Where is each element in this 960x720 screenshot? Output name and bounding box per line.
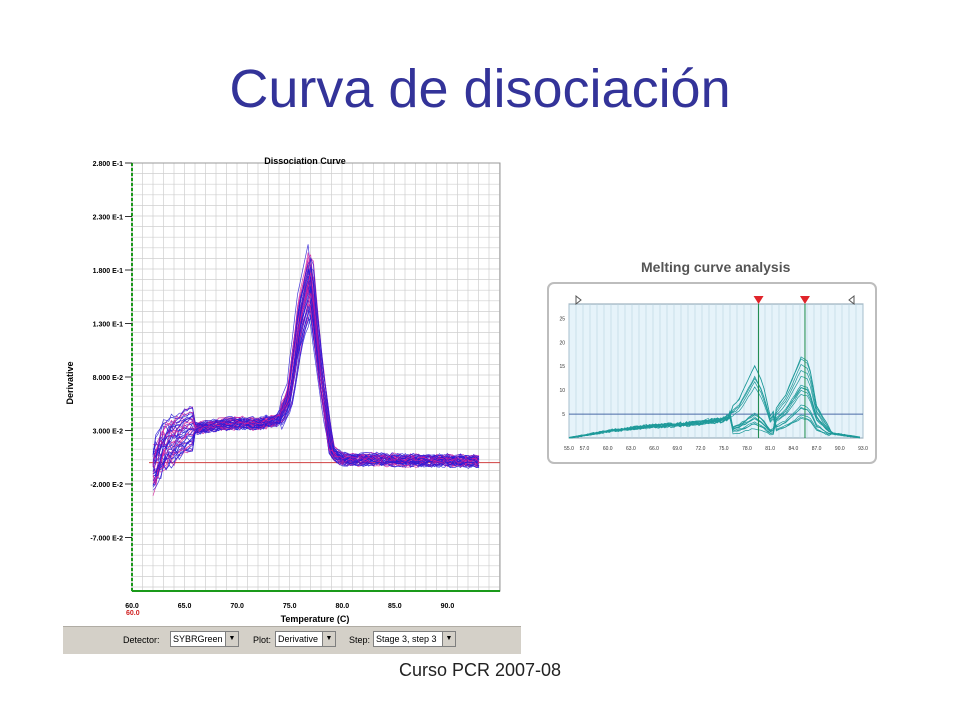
melting-y-tick-label: 10 bbox=[559, 388, 565, 394]
x-tick-labels: 60.0 65.0 70.0 75.0 80.0 85.0 90.0 bbox=[125, 603, 454, 610]
chevron-down-icon[interactable]: ▼ bbox=[225, 632, 238, 646]
melting-x-tick-label: 72.0 bbox=[696, 446, 706, 452]
plot-select[interactable]: Derivative ▼ bbox=[275, 631, 336, 647]
y-tick-label: 8.000 E-2 bbox=[93, 375, 123, 382]
dissociation-screenshot: Dissociation Curve Temperature (C) Deriv… bbox=[63, 153, 521, 654]
x-axis-label: Temperature (C) bbox=[281, 614, 350, 624]
plot-value: Derivative bbox=[278, 634, 319, 644]
y-axis-label: Derivative bbox=[65, 361, 75, 404]
y-tick-label: 2.300 E-1 bbox=[93, 215, 123, 222]
melting-title: Melting curve analysis bbox=[641, 259, 791, 275]
melting-series-line bbox=[568, 393, 860, 439]
y-tick-label: 1.800 E-1 bbox=[93, 268, 123, 275]
x-tick-label: 80.0 bbox=[335, 603, 349, 610]
dissociation-series-line bbox=[152, 256, 480, 471]
chevron-down-icon[interactable]: ▼ bbox=[442, 632, 455, 646]
x-tick-label: 60.0 bbox=[125, 603, 139, 610]
x-marker-label: 60.0 bbox=[126, 610, 140, 617]
detector-select[interactable]: SYBRGreen ▼ bbox=[170, 631, 239, 647]
right-bound-icon[interactable] bbox=[848, 294, 855, 306]
dissociation-series-line bbox=[152, 272, 480, 482]
melting-y-tick-labels: 25 20 15 10 5 bbox=[559, 316, 565, 418]
melting-x-tick-labels: 55.0 57.0 60.0 63.0 66.0 69.0 72.0 75.0 78.0 81.0… bbox=[564, 446, 868, 452]
y-tick-label: -7.000 E-2 bbox=[90, 536, 123, 543]
melting-x-tick-label: 87.0 bbox=[812, 446, 822, 452]
dissociation-series-line bbox=[152, 305, 480, 458]
dissociation-series-line bbox=[152, 266, 480, 482]
melting-x-tick-label: 55.0 bbox=[564, 446, 574, 452]
x-tick-label: 85.0 bbox=[388, 603, 402, 610]
y-tick-label: 1.300 E-1 bbox=[93, 322, 123, 329]
melting-x-tick-label: 81.0 bbox=[765, 446, 775, 452]
melting-y-tick-label: 15 bbox=[559, 364, 565, 370]
step-select[interactable]: Stage 3, step 3 ▼ bbox=[373, 631, 456, 647]
left-bound-icon[interactable] bbox=[575, 294, 582, 306]
melting-x-tick-label: 78.0 bbox=[742, 446, 752, 452]
detector-label: Detector: bbox=[123, 635, 160, 645]
melting-grid bbox=[568, 304, 864, 438]
dissociation-title: Dissociation Curve bbox=[264, 156, 346, 166]
y-tick-labels: 2.800 E-1 2.300 E-1 1.800 E-1 1.300 E-1 8.00… bbox=[90, 161, 132, 543]
dissociation-curves bbox=[152, 244, 480, 496]
melting-x-tick-label: 69.0 bbox=[672, 446, 682, 452]
melting-series-line bbox=[568, 380, 860, 439]
melting-x-tick-label: 75.0 bbox=[719, 446, 729, 452]
detector-toolbar: Detector: SYBRGreen ▼ Plot: Derivative ▼… bbox=[63, 626, 521, 654]
melting-x-tick-label: 60.0 bbox=[603, 446, 613, 452]
melting-x-tick-label: 66.0 bbox=[649, 446, 659, 452]
melting-x-tick-label: 93.0 bbox=[858, 446, 868, 452]
melting-panel: 25 20 15 10 5 55.0 57.0 60.0 63.0 66.0 69.0 72.0 75… bbox=[547, 282, 877, 464]
chevron-down-icon[interactable]: ▼ bbox=[322, 632, 335, 646]
melting-chart: 25 20 15 10 5 55.0 57.0 60.0 63.0 66.0 69.0 72.0 75… bbox=[559, 294, 868, 452]
peak-marker-icon[interactable] bbox=[753, 296, 764, 304]
detector-value: SYBRGreen bbox=[173, 634, 223, 644]
x-tick-label: 90.0 bbox=[441, 603, 455, 610]
peak-marker-icon[interactable] bbox=[799, 296, 810, 304]
step-label: Step: bbox=[349, 635, 371, 645]
x-tick-label: 75.0 bbox=[283, 603, 297, 610]
slide-footer: Curso PCR 2007-08 bbox=[398, 660, 562, 680]
melting-y-tick-label: 25 bbox=[559, 316, 565, 322]
dissociation-series-line bbox=[152, 289, 480, 467]
step-value: Stage 3, step 3 bbox=[376, 634, 437, 644]
y-tick-label: 3.000 E-2 bbox=[93, 429, 123, 436]
melting-x-tick-label: 57.0 bbox=[580, 446, 590, 452]
melting-markers bbox=[753, 296, 810, 438]
melting-x-tick-label: 63.0 bbox=[626, 446, 636, 452]
melting-x-tick-label: 84.0 bbox=[789, 446, 799, 452]
melting-x-tick-label: 90.0 bbox=[835, 446, 845, 452]
melting-y-tick-label: 5 bbox=[562, 412, 565, 418]
slide-title: Curva de disociación bbox=[229, 59, 731, 119]
y-tick-label: -2.000 E-2 bbox=[90, 482, 123, 489]
y-tick-label: 2.800 E-1 bbox=[93, 161, 123, 168]
x-tick-label: 65.0 bbox=[178, 603, 192, 610]
plot-label: Plot: bbox=[253, 635, 272, 645]
melting-curves bbox=[568, 356, 861, 439]
melting-y-tick-label: 20 bbox=[559, 340, 565, 346]
x-tick-label: 70.0 bbox=[230, 603, 244, 610]
dissociation-chart: Dissociation Curve Temperature (C) Deriv… bbox=[63, 153, 521, 626]
